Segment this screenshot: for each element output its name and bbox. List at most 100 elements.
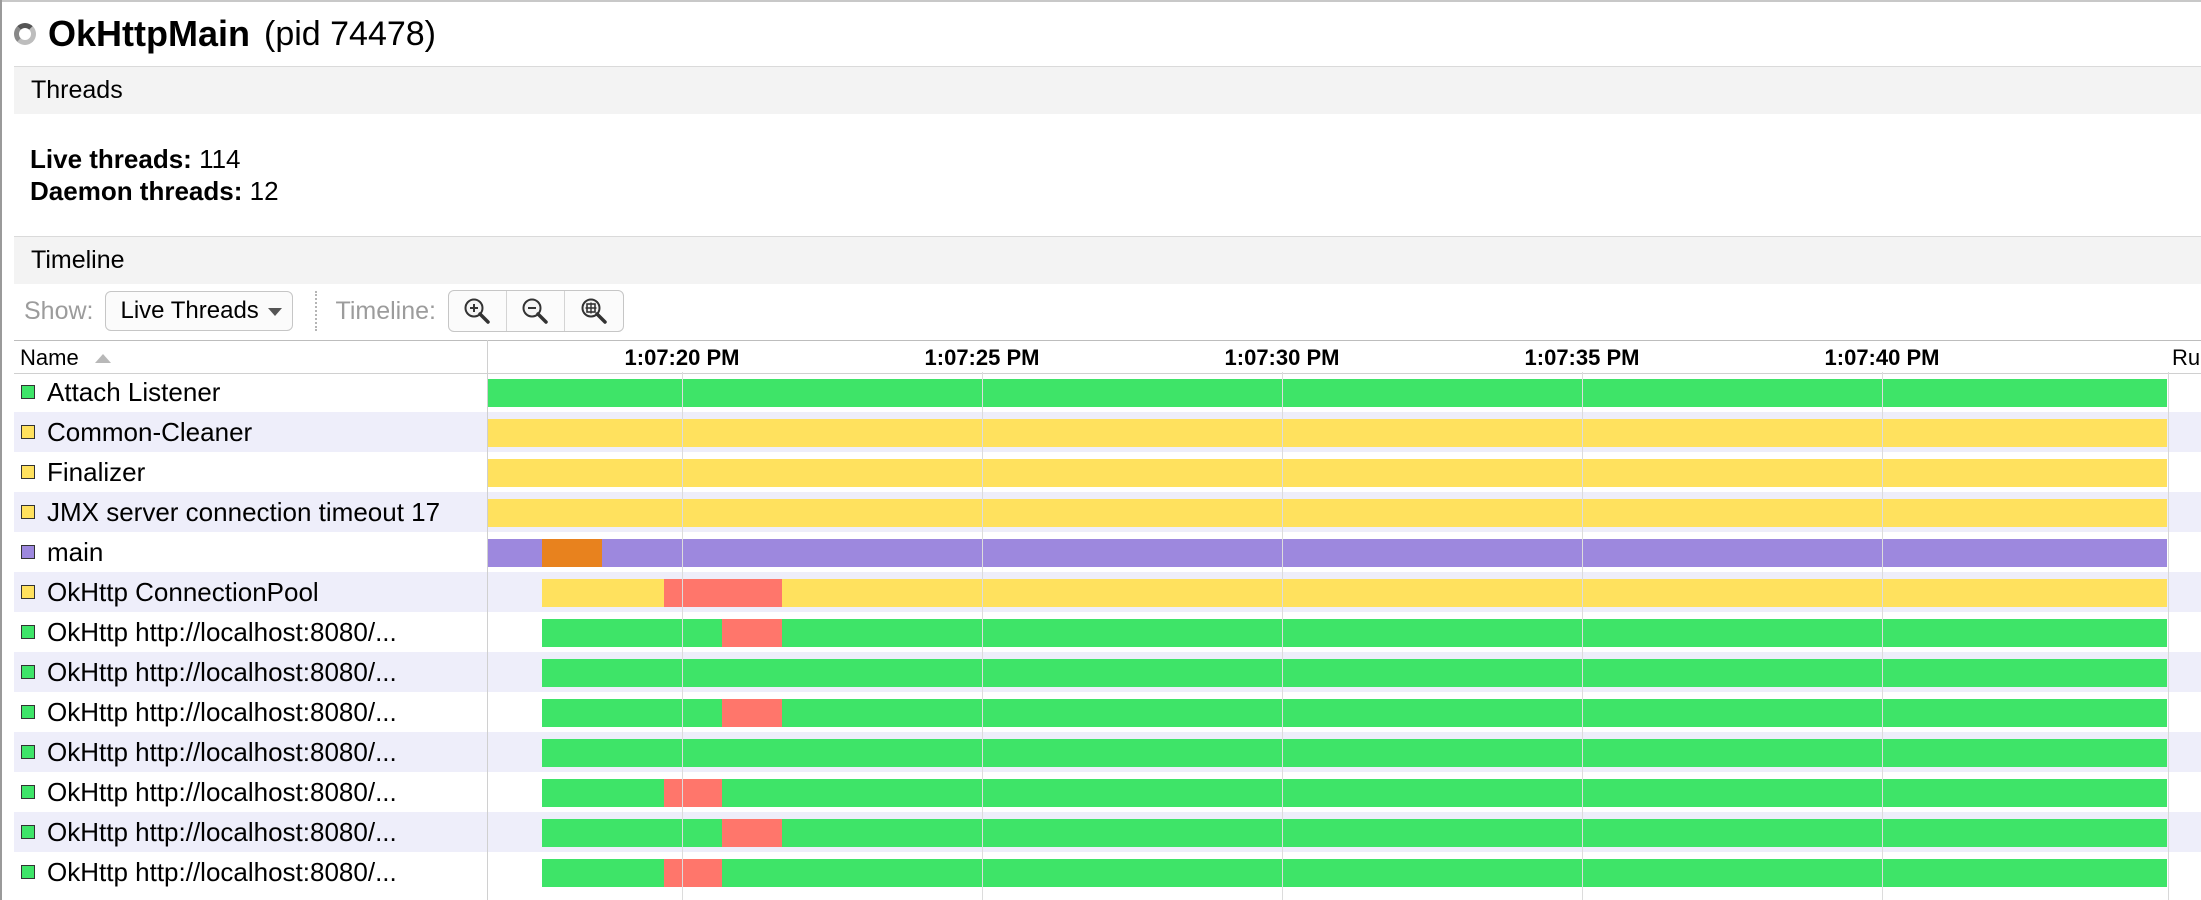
state-segment	[488, 539, 542, 567]
pid-label: (pid 74478)	[264, 14, 437, 53]
state-segment	[542, 579, 664, 607]
state-segment	[722, 699, 782, 727]
name-column-divider[interactable]	[487, 340, 488, 900]
thread-name: OkHttp http://localhost:8080/...	[47, 856, 397, 887]
state-segment	[542, 779, 664, 807]
state-segment	[602, 539, 2167, 567]
thread-timeline[interactable]	[488, 532, 2201, 572]
thread-state-swatch	[21, 865, 35, 879]
thread-stats: Live threads: 114 Daemon threads: 12	[30, 143, 279, 207]
thread-timeline[interactable]	[488, 412, 2201, 452]
loading-spinner-icon	[14, 23, 36, 45]
window-left-border	[0, 0, 2, 900]
tick-label: 1:07:40 PM	[1824, 345, 1940, 370]
zoom-fit-button[interactable]	[565, 291, 623, 331]
thread-timeline[interactable]	[488, 732, 2201, 772]
thread-name-cell: Finalizer	[14, 452, 487, 492]
thread-state-swatch	[21, 705, 35, 719]
thread-timeline[interactable]	[488, 572, 2201, 612]
thread-rows: Attach Listener Common-Cleaner Finalizer	[14, 372, 2201, 892]
threads-section-title: Threads	[31, 76, 123, 104]
thread-timeline[interactable]	[488, 452, 2201, 492]
toolbar-separator	[315, 291, 318, 331]
thread-name: OkHttp http://localhost:8080/...	[47, 616, 397, 647]
thread-name: main	[47, 536, 104, 567]
table-row[interactable]: OkHttp http://localhost:8080/...	[14, 772, 2201, 812]
state-segment	[664, 579, 782, 607]
timeline-section-title: Timeline	[31, 246, 125, 274]
table-row[interactable]: OkHttp http://localhost:8080/...	[14, 692, 2201, 732]
state-segment	[664, 859, 722, 887]
table-row[interactable]: OkHttp http://localhost:8080/...	[14, 812, 2201, 852]
thread-name: OkHttp http://localhost:8080/...	[47, 736, 397, 767]
state-segment	[542, 819, 722, 847]
timeline-gridline	[1282, 372, 1283, 900]
thread-timeline[interactable]	[488, 612, 2201, 652]
state-segment	[722, 859, 2167, 887]
state-segment	[542, 859, 664, 887]
live-threads-value: 114	[199, 144, 241, 174]
table-row[interactable]: Attach Listener	[14, 372, 2201, 412]
thread-name-cell: OkHttp http://localhost:8080/...	[14, 772, 487, 812]
thread-timeline[interactable]	[488, 852, 2201, 892]
thread-name-cell: main	[14, 532, 487, 572]
state-segment	[488, 419, 2167, 447]
thread-timeline[interactable]	[488, 492, 2201, 532]
zoom-out-icon	[522, 298, 549, 324]
thread-state-swatch	[21, 465, 35, 479]
state-segment	[722, 819, 782, 847]
zoom-in-button[interactable]	[449, 291, 507, 331]
daemon-threads-value: 12	[249, 176, 279, 206]
state-segment	[722, 779, 2167, 807]
timeline-gridline	[682, 372, 683, 900]
thread-name: OkHttp http://localhost:8080/...	[47, 816, 397, 847]
state-segment	[722, 619, 782, 647]
thread-name-cell: OkHttp http://localhost:8080/...	[14, 732, 487, 772]
state-segment	[782, 619, 2167, 647]
threads-section-header[interactable]: Threads	[14, 66, 2201, 114]
zoom-out-button[interactable]	[507, 291, 565, 331]
timeline-section-header[interactable]: Timeline	[14, 236, 2201, 284]
thread-timeline[interactable]	[488, 692, 2201, 732]
thread-name-cell: OkHttp http://localhost:8080/...	[14, 612, 487, 652]
thread-timeline[interactable]	[488, 652, 2201, 692]
thread-name: Common-Cleaner	[47, 416, 253, 447]
table-row[interactable]: Common-Cleaner	[14, 412, 2201, 452]
timeline-end-line	[2168, 372, 2169, 900]
zoom-fit-icon	[581, 298, 607, 324]
show-threads-dropdown[interactable]: Live Threads	[105, 291, 294, 331]
tick-label: 1:07:25 PM	[924, 345, 1040, 370]
table-row[interactable]: OkHttp http://localhost:8080/...	[14, 732, 2201, 772]
daemon-threads-label: Daemon threads:	[30, 176, 243, 206]
table-row[interactable]: JMX server connection timeout 17	[14, 492, 2201, 532]
thread-name-cell: OkHttp http://localhost:8080/...	[14, 812, 487, 852]
table-row[interactable]: OkHttp ConnectionPool	[14, 572, 2201, 612]
thread-state-swatch	[21, 825, 35, 839]
thread-name-cell: Common-Cleaner	[14, 412, 487, 452]
name-column-header[interactable]: Name	[20, 345, 111, 371]
table-row[interactable]: OkHttp http://localhost:8080/...	[14, 652, 2201, 692]
zoom-in-icon	[464, 298, 491, 324]
table-row[interactable]: main	[14, 532, 2201, 572]
thread-timeline[interactable]	[488, 372, 2201, 412]
timeline-gridline	[982, 372, 983, 900]
thread-timeline[interactable]	[488, 772, 2201, 812]
thread-name: OkHttp http://localhost:8080/...	[47, 656, 397, 687]
table-header-row: Name 1:07:20 PM 1:07:25 PM 1:07:30 PM 1:…	[14, 340, 2201, 374]
table-row[interactable]: Finalizer	[14, 452, 2201, 492]
thread-name-cell: OkHttp http://localhost:8080/...	[14, 652, 487, 692]
sort-ascending-icon	[94, 353, 111, 363]
state-segment	[782, 699, 2167, 727]
name-column-label: Name	[20, 345, 79, 370]
running-column-header[interactable]: Ru	[2172, 345, 2201, 370]
table-row[interactable]: OkHttp http://localhost:8080/...	[14, 852, 2201, 892]
state-segment	[542, 539, 602, 567]
state-segment	[488, 499, 2167, 527]
thread-name-cell: JMX server connection timeout 17	[14, 492, 487, 532]
thread-name-cell: OkHttp http://localhost:8080/...	[14, 692, 487, 732]
thread-state-swatch	[21, 545, 35, 559]
thread-timeline[interactable]	[488, 812, 2201, 852]
table-row[interactable]: OkHttp http://localhost:8080/...	[14, 612, 2201, 652]
app-name: OkHttpMain	[48, 13, 250, 54]
state-segment	[488, 379, 2167, 407]
